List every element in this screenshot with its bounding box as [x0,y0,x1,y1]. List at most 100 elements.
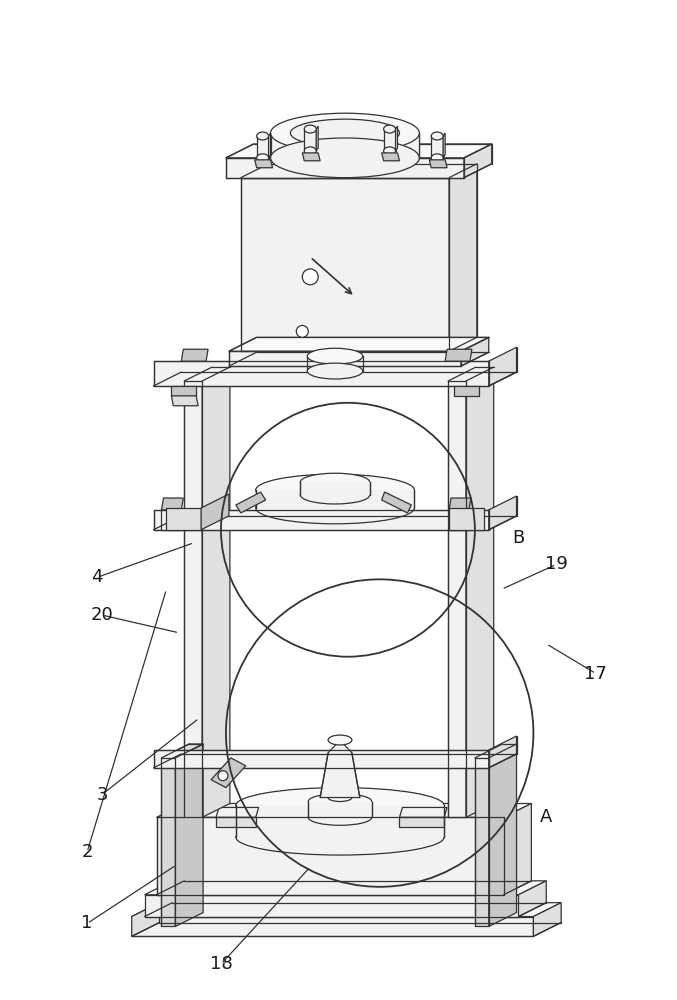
Polygon shape [475,758,489,926]
Polygon shape [132,903,160,936]
Polygon shape [464,144,492,178]
Polygon shape [236,805,444,837]
Polygon shape [448,367,494,381]
Ellipse shape [256,474,414,506]
Polygon shape [145,895,519,917]
Polygon shape [236,492,265,513]
Ellipse shape [308,794,372,809]
Polygon shape [256,490,414,508]
Polygon shape [241,178,449,351]
Text: A: A [540,808,552,826]
Polygon shape [504,803,531,895]
Ellipse shape [236,788,444,823]
Polygon shape [154,750,489,768]
Polygon shape [175,744,203,926]
Polygon shape [156,817,504,895]
Polygon shape [226,158,464,178]
Polygon shape [181,349,208,361]
Polygon shape [384,129,395,151]
Ellipse shape [384,147,395,155]
Polygon shape [461,337,489,366]
Text: 3: 3 [96,786,108,804]
Polygon shape [519,881,546,917]
Polygon shape [489,736,517,768]
Polygon shape [226,144,492,158]
Polygon shape [162,744,203,758]
Polygon shape [429,160,447,168]
Text: B: B [512,529,525,547]
Polygon shape [303,153,320,161]
Polygon shape [399,807,447,817]
Polygon shape [269,133,271,158]
Circle shape [218,771,228,781]
Polygon shape [454,386,479,396]
Polygon shape [475,744,517,758]
Circle shape [297,325,308,337]
Polygon shape [395,126,397,151]
Ellipse shape [328,735,352,745]
Ellipse shape [301,473,370,491]
Polygon shape [171,396,198,406]
Ellipse shape [257,154,269,162]
Polygon shape [162,498,183,510]
Polygon shape [257,136,269,158]
Polygon shape [156,803,531,817]
Polygon shape [145,881,546,895]
Polygon shape [202,367,230,817]
Text: 17: 17 [584,665,607,683]
Ellipse shape [384,125,395,133]
Text: 1: 1 [81,914,93,932]
Polygon shape [449,164,477,351]
Polygon shape [382,492,412,513]
Polygon shape [167,508,201,530]
Ellipse shape [307,363,363,379]
Polygon shape [449,508,484,530]
Text: 4: 4 [91,568,103,586]
Ellipse shape [431,154,443,162]
Ellipse shape [307,348,363,364]
Polygon shape [132,903,561,917]
Polygon shape [271,133,419,158]
Ellipse shape [301,486,370,504]
Ellipse shape [431,132,443,140]
Polygon shape [216,817,256,827]
Polygon shape [489,744,517,926]
Polygon shape [154,754,517,768]
Polygon shape [154,510,489,530]
Ellipse shape [308,809,372,825]
Text: 20: 20 [91,606,113,624]
Polygon shape [216,807,259,817]
Ellipse shape [256,492,414,524]
Polygon shape [489,347,517,386]
Polygon shape [184,381,202,817]
Polygon shape [448,381,466,817]
Polygon shape [229,337,489,351]
Polygon shape [308,802,372,817]
Ellipse shape [271,113,419,153]
Polygon shape [171,386,196,396]
Polygon shape [154,361,489,386]
Polygon shape [399,817,444,827]
Polygon shape [154,372,517,386]
Text: 19: 19 [545,555,567,573]
Polygon shape [533,903,561,936]
Ellipse shape [257,132,269,140]
Polygon shape [449,498,471,510]
Polygon shape [229,351,461,366]
Polygon shape [162,758,175,926]
Ellipse shape [236,819,444,855]
Polygon shape [304,129,316,151]
Polygon shape [255,160,273,168]
Polygon shape [201,494,229,530]
Polygon shape [316,126,318,151]
Ellipse shape [290,119,399,147]
Polygon shape [431,136,443,158]
Polygon shape [445,349,472,361]
Polygon shape [184,367,230,381]
Polygon shape [489,496,517,530]
Ellipse shape [328,794,352,802]
Ellipse shape [304,147,316,155]
Polygon shape [466,367,494,817]
Polygon shape [320,740,359,798]
Polygon shape [154,516,517,530]
